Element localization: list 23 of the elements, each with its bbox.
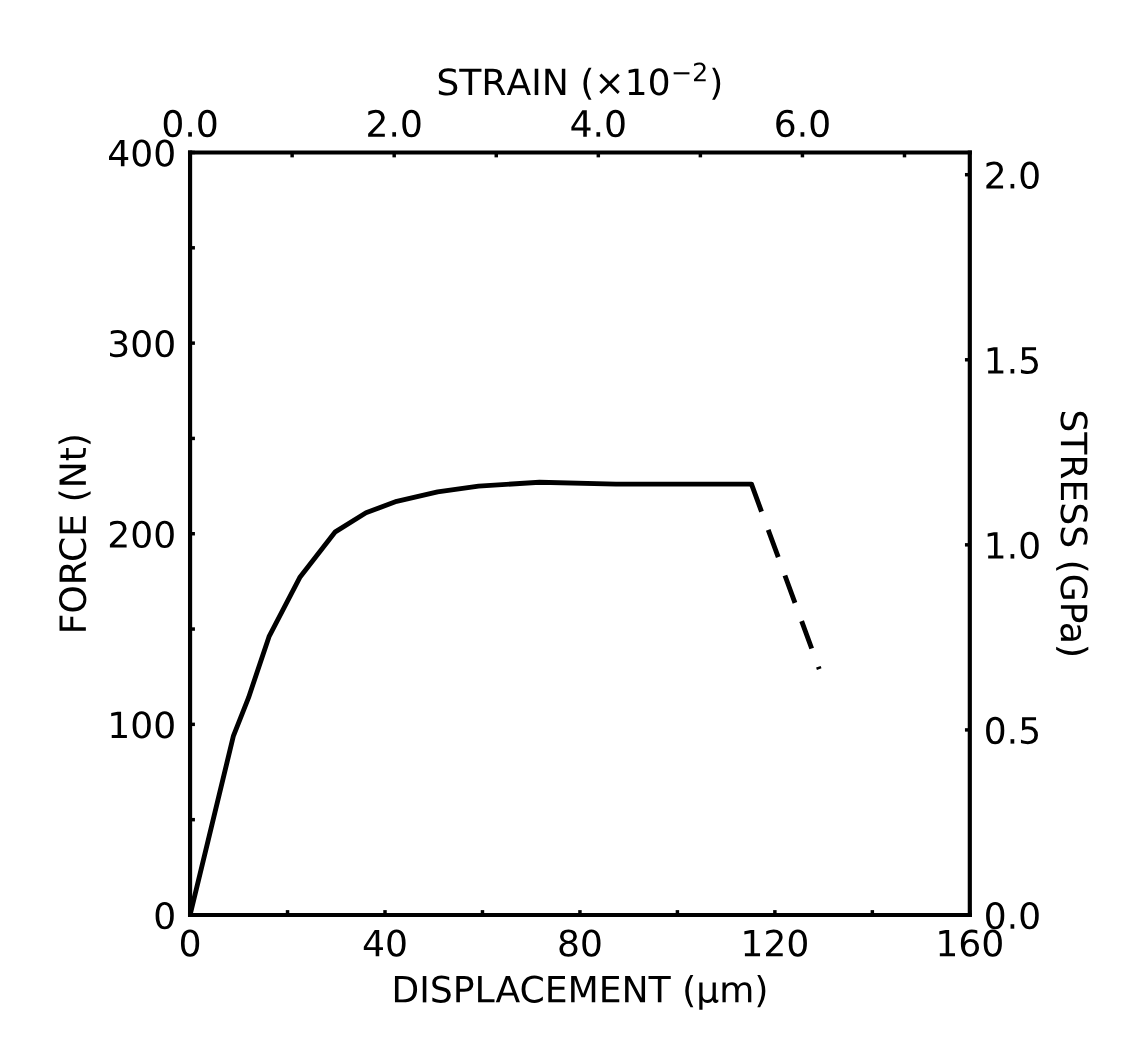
y2-tick-label: 1.5 <box>987 347 1038 374</box>
x-axis-title: DISPLACEMENT (μm) <box>394 974 766 1010</box>
y-tick-label: 0 <box>155 901 174 930</box>
y-tick-label: 100 <box>111 711 174 739</box>
y-axis-title: FORCE (Nt) <box>58 436 91 631</box>
x2-tick-label: 4.0 <box>571 109 625 138</box>
x2-tick-label: 2.0 <box>368 109 421 138</box>
y-tick-label: 400 <box>109 139 174 167</box>
x2-tick-label: 0.0 <box>163 109 217 138</box>
y2-tick-label: 0.0 <box>986 901 1039 930</box>
x-tick-label: 80 <box>559 929 601 957</box>
y2-tick-label: 2.0 <box>986 161 1039 189</box>
x2-axis-title: STRAIN (×10$^{−2}$) <box>438 62 721 100</box>
y-tick-label: 300 <box>110 330 174 358</box>
x-tick-label: 160 <box>939 929 1002 957</box>
y2-tick-label: 1.0 <box>987 531 1039 560</box>
y2-tick-label: 0.5 <box>986 716 1038 745</box>
x-tick-label: 40 <box>363 929 406 957</box>
x-tick-label: 0 <box>180 929 200 957</box>
y-tick-label: 200 <box>109 520 174 548</box>
y2-axis-title: STRESS (GPa) <box>1056 411 1089 655</box>
x-tick-label: 120 <box>744 929 807 957</box>
x2-tick-label: 6.0 <box>776 109 829 138</box>
